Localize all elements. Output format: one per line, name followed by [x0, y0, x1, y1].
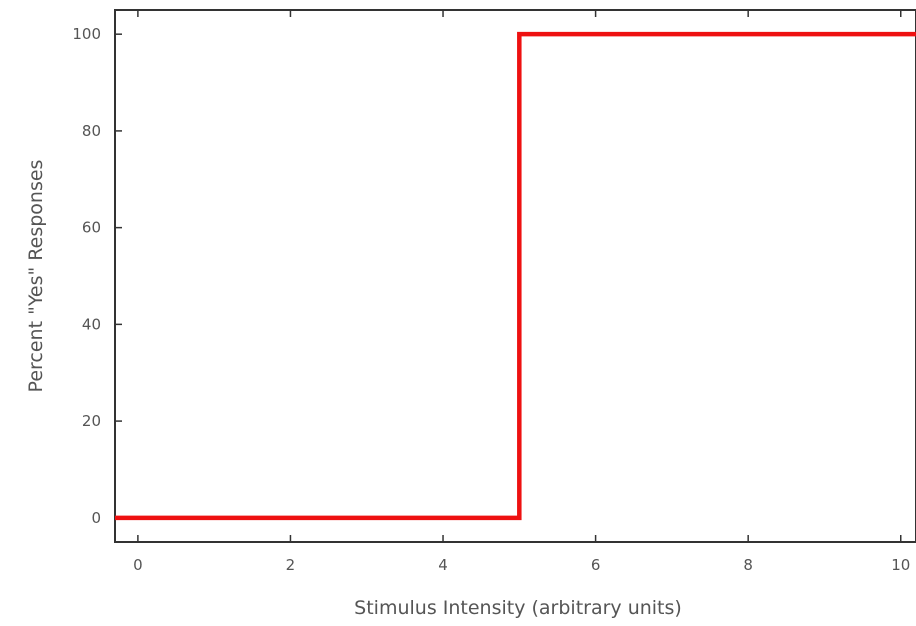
- x-tick-label: 0: [133, 556, 143, 574]
- y-tick-label: 20: [82, 412, 101, 430]
- x-tick-label: 4: [438, 556, 448, 574]
- series-line: [115, 31, 916, 521]
- y-tick-label: 40: [82, 315, 101, 333]
- y-tick-label: 100: [72, 25, 101, 43]
- x-tick-label: 2: [286, 556, 296, 574]
- y-tick-label: 80: [82, 122, 101, 140]
- x-tick-label: 8: [743, 556, 753, 574]
- y-ticks: 0 20 40 60 80 100: [72, 25, 122, 527]
- x-tick-label: 6: [591, 556, 601, 574]
- x-tick-label: 10: [891, 556, 910, 574]
- x-ticks: 0 2 4 6 8 10: [133, 10, 910, 574]
- x-axis-title: Stimulus Intensity (arbitrary units): [354, 597, 682, 619]
- y-tick-label: 60: [82, 219, 101, 237]
- y-axis-title: Percent "Yes" Responses: [25, 160, 47, 393]
- series-layer: [115, 31, 916, 521]
- plot-area: [114, 9, 916, 543]
- y-tick-label: 0: [91, 509, 101, 527]
